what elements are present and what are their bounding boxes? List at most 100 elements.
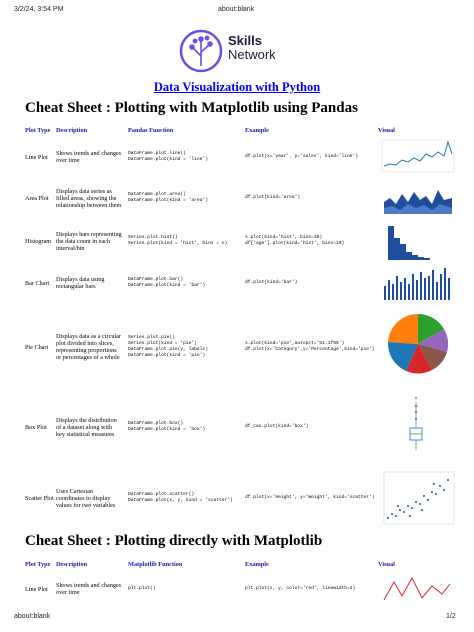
row-cell: DataFrame.plot.bar() DataFrame.plot(kind … — [128, 264, 240, 302]
row-cell: Uses Cartesian coordinates to display va… — [56, 466, 122, 530]
row-cell: s.plot(kind='hist', bins=10) df['age'].pl… — [245, 220, 375, 262]
column-header: Visual — [378, 561, 395, 568]
row-cell: df_can.plot(kind='box') — [245, 392, 375, 462]
plot-type: Pie Chart — [25, 343, 49, 351]
row-cell: Series.plot.pie() Series.plot(kind = 'pie… — [128, 304, 240, 390]
row-cell: Bar Chart — [25, 264, 55, 302]
function-code: Series.plot(kind = 'hist', bins = n) — [128, 241, 228, 246]
row-cell: DataFrame.plot.line() DataFrame.plot(kind… — [128, 138, 240, 176]
column-header: Visual — [378, 127, 395, 134]
logo-icon — [179, 29, 223, 73]
row-cell: Area Plot — [25, 178, 55, 218]
row-cell: Line Plot — [25, 138, 55, 176]
row-cell: DataFrame.plot.scatter() DataFrame.plot(x… — [128, 466, 240, 530]
logo-line: Skills — [228, 33, 262, 48]
column-header: Description — [56, 127, 88, 134]
function-code: DataFrame.plot(kind = 'bar') — [128, 283, 206, 288]
row-cell: Displays bars representing the data coun… — [56, 220, 122, 262]
function-code: Series.plot(kind = 'pie') — [128, 341, 197, 346]
example-code: df.plot(x='year', y='sales', kind='line'… — [245, 154, 359, 159]
row-cell: df.plot(x='year', y='sales', kind='line'… — [245, 138, 375, 176]
column-header: Plot Type — [25, 127, 51, 134]
description: Displays bars representing the data coun… — [56, 230, 122, 252]
title-link[interactable]: Data Visualization with Python — [153, 80, 321, 94]
row-cell: Shows trends and changes over time — [56, 138, 122, 176]
plot-type: Scatter Plot — [25, 494, 54, 502]
column-header: Plot Type — [25, 561, 51, 568]
section-heading: Cheat Sheet : Plotting directly with Mat… — [25, 533, 323, 549]
description: Displays data using rectangular bars — [56, 276, 105, 290]
plot-type: Box Plot — [25, 423, 47, 431]
column-header: Example — [245, 561, 269, 568]
function-code: DataFrame.plot(kind = 'area') — [128, 198, 208, 203]
thumb-area — [384, 190, 452, 214]
function-code: DataFrame.plot.scatter() — [128, 492, 195, 497]
plot-type: Histogram — [25, 237, 52, 245]
thumb-line-red — [383, 576, 451, 601]
function-code: DataFrame.plot.box() — [128, 421, 184, 426]
logo-text: Skills Network — [228, 34, 276, 62]
print-datetime: 3/2/24, 3:54 PM — [14, 6, 64, 13]
row-cell: Series.plot.hist() Series.plot(kind = 'hi… — [128, 220, 240, 262]
description: Displays the distribution of a dataset a… — [56, 416, 117, 438]
row-cell: Histogram — [25, 220, 55, 262]
function-code: DataFrame.plot(x, y, kind = 'scatter') — [128, 498, 233, 503]
function-code: DataFrame.plot.line() — [128, 151, 186, 156]
row-cell: Shows trends and changes over time — [56, 572, 122, 606]
print-page-title: about:blank — [218, 6, 255, 13]
example-code: df.plot(x='Height', y='Weight', kind='sc… — [245, 495, 375, 500]
example-code: plt.plot(x, y, color='red', linewidth=2) — [245, 586, 356, 591]
row-cell: Displays data as a circular plot divided… — [56, 304, 122, 390]
plot-type: Bar Chart — [25, 279, 50, 287]
row-cell: Pie Chart — [25, 304, 55, 390]
row-cell: df.plot(kind='bar') — [245, 264, 375, 302]
function-code: plt.plot() — [128, 586, 156, 591]
thumb-line — [381, 139, 455, 173]
column-header: Matplotlib Function — [128, 561, 183, 568]
row-cell: Displays data using rectangular bars — [56, 264, 122, 302]
function-code: DataFrame.plot(kind = 'pie') — [128, 353, 206, 358]
print-page-number: 1/2 — [446, 613, 456, 620]
example-code: df.plot(kind='area') — [245, 195, 301, 200]
thumb-box — [409, 396, 423, 450]
example-code: df.plot(kind='bar') — [245, 280, 298, 285]
example-code: df_can.plot(kind='box') — [245, 424, 309, 429]
section-heading: Cheat Sheet : Plotting with Matplotlib u… — [25, 100, 358, 116]
thumb-bar — [384, 268, 450, 300]
description: Displays data series as filled areas, sh… — [56, 187, 122, 209]
description: Shows trends and changes over time — [56, 582, 122, 596]
row-cell: DataFrame.plot.box() DataFrame.plot(kind … — [128, 392, 240, 462]
print-footer-url: about:blank — [14, 613, 51, 620]
example-code: s.plot(kind='hist', bins=10) — [245, 235, 323, 240]
description: Uses Cartesian coordinates to display va… — [56, 487, 116, 509]
logo-line: Network — [228, 47, 276, 62]
row-cell: Displays data series as filled areas, sh… — [56, 178, 122, 218]
plot-type: Line Plot — [25, 585, 48, 593]
row-cell: Scatter Plot — [25, 466, 55, 530]
thumb-histogram — [388, 226, 430, 260]
column-header: Description — [56, 561, 88, 568]
function-code: DataFrame.plot(kind = 'line') — [128, 157, 208, 162]
row-cell: df.plot(x='Height', y='Weight', kind='sc… — [245, 466, 375, 530]
description: Shows trends and changes over time — [56, 150, 122, 164]
function-code: Series.plot.hist() — [128, 235, 178, 240]
row-cell: Box Plot — [25, 392, 55, 462]
function-code: DataFrame.plot(kind = 'box') — [128, 427, 206, 432]
thumb-scatter — [383, 471, 455, 525]
row-cell: s.plot(kind='pie',autopct='%1.1f%%') df.p… — [245, 304, 375, 390]
plot-type: Area Plot — [25, 194, 49, 202]
function-code: DataFrame.plot.pie(y, labels) — [128, 347, 208, 352]
row-cell: plt.plot(x, y, color='red', linewidth=2) — [245, 572, 375, 606]
row-cell: Displays the distribution of a dataset a… — [56, 392, 122, 462]
row-cell: plt.plot() — [128, 572, 240, 606]
column-header: Example — [245, 127, 269, 134]
row-cell: DataFrame.plot.area() DataFrame.plot(kind… — [128, 178, 240, 218]
thumb-pie — [387, 313, 449, 374]
function-code: DataFrame.plot.bar() — [128, 277, 184, 282]
description: Displays data as a circular plot divided… — [56, 333, 121, 361]
plot-type: Line Plot — [25, 153, 48, 161]
example-code: s.plot(kind='pie',autopct='%1.1f%%') — [245, 341, 345, 346]
function-code: DataFrame.plot.area() — [128, 192, 186, 197]
row-cell: df.plot(kind='area') — [245, 178, 375, 218]
